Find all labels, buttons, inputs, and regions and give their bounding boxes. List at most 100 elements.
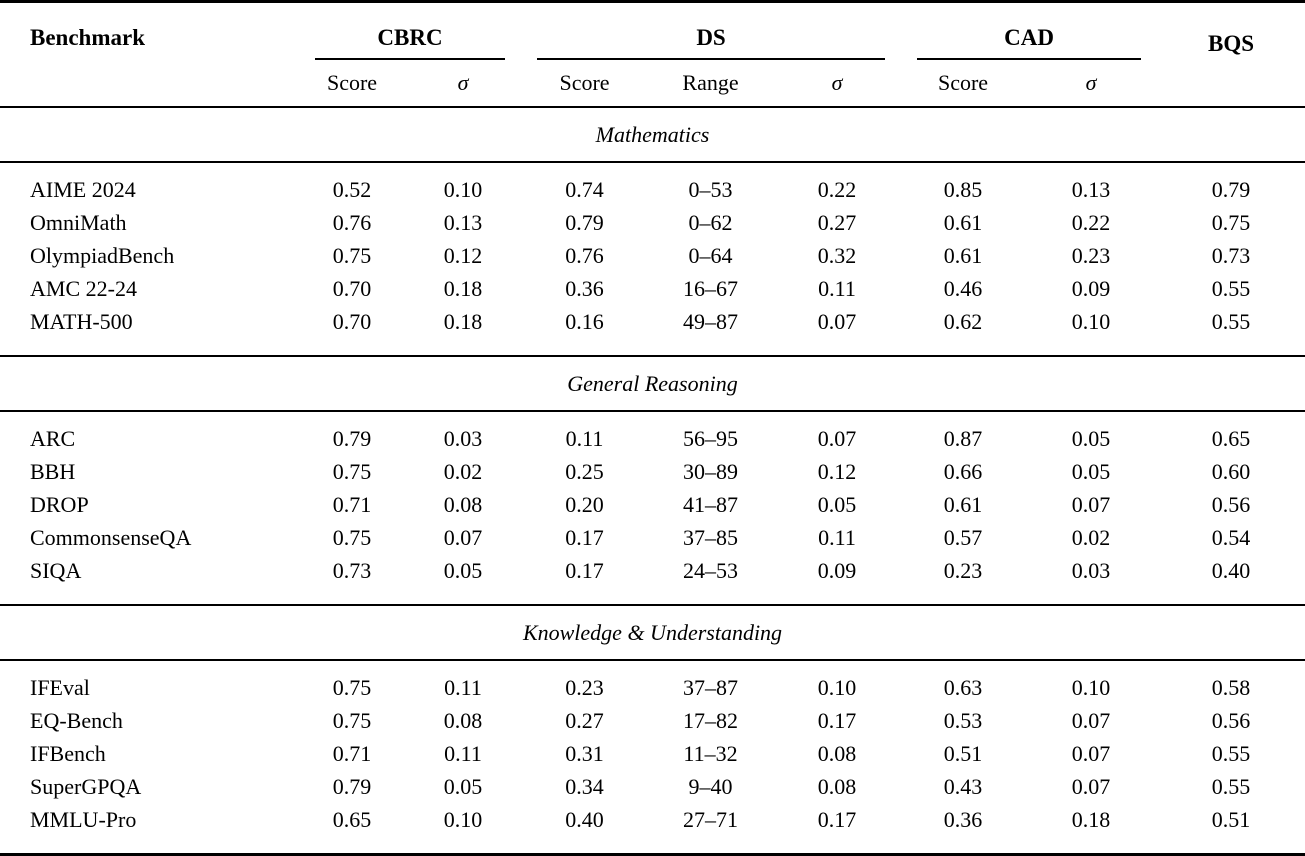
table-row: CommonsenseQA 0.75 0.07 0.17 37–85 0.11 0.57 0.… (0, 521, 1305, 554)
cell-value: 49–87 (683, 308, 739, 334)
cell-value: 0.55 (1211, 740, 1251, 766)
column-header-ds-score: Score (559, 70, 610, 95)
cell-value: 0.10 (817, 674, 857, 700)
cell-value: 0.79 (565, 209, 604, 235)
cell-value: 0.75 (332, 707, 372, 733)
cell-value: 0.05 (817, 491, 857, 517)
cell-value: 0.75 (332, 242, 372, 268)
cell-value: 0.55 (1211, 308, 1251, 334)
cell-value: 0.54 (1211, 524, 1251, 550)
cell-value: 0.05 (1071, 458, 1111, 484)
column-header-cad-score: Score (937, 70, 989, 95)
cell-value: 0.13 (1071, 176, 1111, 202)
column-group-cbrc: CBRC (299, 2, 521, 60)
cell-value: 0.46 (943, 275, 983, 301)
table-row: OlympiadBench 0.75 0.12 0.76 0–64 0.32 0.61 0.2… (0, 239, 1305, 272)
cell-value: 0–53 (688, 176, 733, 202)
cell-value: 0.57 (943, 524, 983, 550)
cell-value: 0.66 (943, 458, 983, 484)
cell-value: 0.07 (443, 524, 483, 550)
cell-value: 0.53 (943, 707, 983, 733)
cell-value: 0.87 (943, 425, 983, 451)
table-body: Mathematics AIME 2024 0.52 0.10 0.74 0–53 0.22… (0, 106, 1305, 855)
section-title: Knowledge & Understanding (0, 604, 1305, 661)
cell-value: 0–62 (688, 209, 733, 235)
column-group-ds: DS (521, 2, 901, 60)
benchmark-name: IFEval (30, 674, 90, 700)
table-header: Benchmark CBRC DS CAD BQS Score σ Score … (0, 2, 1305, 108)
cell-value: 0.71 (332, 491, 372, 517)
cell-value: 0.05 (443, 773, 483, 799)
cell-value: 0.27 (565, 707, 604, 733)
cell-value: 0.55 (1211, 275, 1251, 301)
cell-value: 0.22 (1071, 209, 1111, 235)
cell-value: 0.51 (1211, 806, 1251, 832)
cell-value: 0.11 (444, 674, 482, 700)
table-row: BBH 0.75 0.02 0.25 30–89 0.12 0.66 0.05 0.60 (0, 455, 1305, 488)
cell-value: 0.75 (1211, 209, 1251, 235)
table-row: IFEval 0.75 0.11 0.23 37–87 0.10 0.63 0.10 0.58 (0, 660, 1305, 704)
cell-value: 0.17 (817, 806, 857, 832)
cell-value: 0.09 (1071, 275, 1111, 301)
column-header-bqs: BQS (1208, 31, 1255, 56)
cell-value: 0.02 (1071, 524, 1111, 550)
cell-value: 0.36 (943, 806, 983, 832)
section-header-row: Mathematics (0, 106, 1305, 163)
section-title: General Reasoning (0, 355, 1305, 412)
cell-value: 24–53 (683, 557, 739, 583)
header-sub-row: Score σ Score Range σ Score σ (0, 60, 1305, 107)
cell-value: 0.23 (565, 674, 604, 700)
cell-value: 0.51 (943, 740, 983, 766)
cell-value: 0.52 (332, 176, 372, 202)
column-header-cbrc-score: Score (326, 70, 378, 95)
cell-value: 0.16 (565, 308, 604, 334)
cell-value: 0.10 (1071, 674, 1111, 700)
column-group-ds-label: DS (537, 25, 886, 60)
cell-value: 0.75 (332, 674, 372, 700)
cell-value: 0.10 (443, 806, 483, 832)
column-header-cbrc-sigma: σ (457, 70, 469, 95)
benchmark-name: MATH-500 (30, 308, 133, 334)
cell-value: 0.85 (943, 176, 983, 202)
cell-value: 0.20 (565, 491, 604, 517)
cell-value: 0.08 (817, 740, 857, 766)
cell-value: 0.22 (817, 176, 857, 202)
table-row: ARC 0.79 0.03 0.11 56–95 0.07 0.87 0.05 0.65 (0, 411, 1305, 455)
section-title: Mathematics (0, 106, 1305, 163)
cell-value: 0.12 (443, 242, 483, 268)
cell-value: 0.11 (565, 425, 604, 451)
cell-value: 0.07 (1071, 491, 1111, 517)
cell-value: 0.73 (332, 557, 372, 583)
cell-value: 0.11 (818, 275, 856, 301)
benchmark-name: AIME 2024 (30, 176, 136, 202)
cell-value: 0.08 (443, 707, 483, 733)
cell-value: 0.63 (943, 674, 983, 700)
cell-value: 37–87 (683, 674, 739, 700)
cell-value: 0.36 (565, 275, 604, 301)
cell-value: 0.07 (817, 308, 857, 334)
table-row: DROP 0.71 0.08 0.20 41–87 0.05 0.61 0.07 0.56 (0, 488, 1305, 521)
cell-value: 0.56 (1211, 491, 1251, 517)
cell-value: 0.70 (332, 308, 372, 334)
cell-value: 0.60 (1211, 458, 1251, 484)
cell-value: 0.17 (817, 707, 857, 733)
table-row: AIME 2024 0.52 0.10 0.74 0–53 0.22 0.85 0.13 0.7… (0, 162, 1305, 206)
cell-value: 0.07 (1071, 740, 1111, 766)
cell-value: 41–87 (683, 491, 739, 517)
column-group-cad: CAD (901, 2, 1157, 60)
cell-value: 0.73 (1211, 242, 1251, 268)
table-row: SuperGPQA 0.79 0.05 0.34 9–40 0.08 0.43 0.07 0.5… (0, 770, 1305, 803)
cell-value: 37–85 (683, 524, 739, 550)
section-header-row: Knowledge & Understanding (0, 604, 1305, 661)
cell-value: 0.03 (443, 425, 483, 451)
cell-value: 0.61 (943, 209, 983, 235)
cell-value: 0.08 (443, 491, 483, 517)
benchmark-name: MMLU-Pro (30, 806, 137, 832)
cell-value: 0.05 (1071, 425, 1111, 451)
cell-value: 0.75 (332, 524, 372, 550)
cell-value: 0.55 (1211, 773, 1251, 799)
cell-value: 0.75 (332, 458, 372, 484)
cell-value: 30–89 (683, 458, 739, 484)
benchmark-name: SuperGPQA (30, 773, 142, 799)
